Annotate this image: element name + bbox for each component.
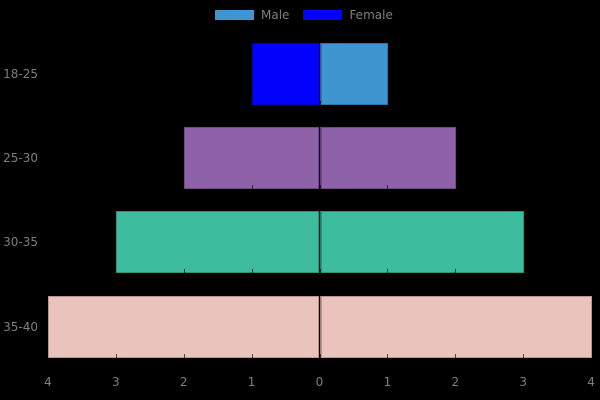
bar-right-25-30 <box>319 127 457 189</box>
category-label-18-25: 18-25 <box>3 66 38 81</box>
x-tick-label-8: 4 <box>587 375 595 389</box>
seam-notch <box>455 268 457 273</box>
seam-notch <box>523 353 525 358</box>
seam-notch <box>387 353 389 358</box>
seam-notch <box>319 184 321 189</box>
seam-notch <box>387 184 389 189</box>
bar-right-30-35 <box>319 211 525 273</box>
seam-notch <box>387 268 389 273</box>
male-legend-label: Male <box>261 8 290 22</box>
seam-notch <box>183 353 185 358</box>
x-tick-label-7: 3 <box>519 375 527 389</box>
chart-legend: Male Female <box>215 9 393 21</box>
x-tick-label-1: 3 <box>111 375 120 389</box>
bar-left-30-35 <box>115 211 320 273</box>
category-label-35-40: 35-40 <box>3 319 38 334</box>
seam-notch <box>319 100 321 105</box>
category-label-30-35: 30-35 <box>3 234 38 249</box>
x-tick-label-3: 1 <box>247 375 256 389</box>
x-tick-label-2: 2 <box>179 375 188 389</box>
seam-notch <box>251 353 253 358</box>
seam-notch <box>183 268 185 273</box>
x-tick-label-6: 2 <box>451 375 460 389</box>
x-tick-label-4: 0 <box>315 375 324 389</box>
seam-notch <box>115 353 117 358</box>
female-legend-label: Female <box>349 8 393 22</box>
male-legend-swatch <box>215 10 254 20</box>
seam-notch <box>251 184 253 189</box>
seam-notch <box>319 353 321 358</box>
seam-notch <box>319 268 321 273</box>
seam-notch <box>251 268 253 273</box>
x-tick-label-5: 1 <box>383 375 392 389</box>
bar-left-35-40 <box>47 296 320 358</box>
seam-notch <box>455 353 457 358</box>
bar-left-25-30 <box>183 127 320 189</box>
bar-left-18-25 <box>251 43 320 105</box>
female-legend-swatch <box>303 10 343 20</box>
category-label-25-30: 25-30 <box>3 150 38 165</box>
bar-right-18-25 <box>319 43 389 105</box>
x-tick-label-0: 4 <box>44 375 52 389</box>
bar-right-35-40 <box>319 296 593 358</box>
